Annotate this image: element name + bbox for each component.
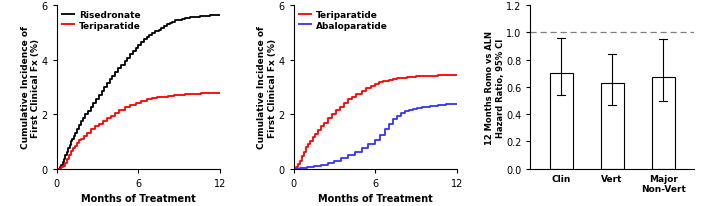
Legend: Teriparatide, Abaloparatide: Teriparatide, Abaloparatide xyxy=(298,11,388,30)
Risedronate xyxy=(216,14,224,17)
Abaloparatide xyxy=(344,157,353,160)
Abaloparatide xyxy=(452,103,461,106)
Teriparatide xyxy=(362,90,370,93)
Risedronate xyxy=(84,114,92,116)
Teriparatide xyxy=(120,107,129,109)
Teriparatide xyxy=(336,106,344,108)
Risedronate xyxy=(129,54,137,56)
Risedronate xyxy=(178,19,186,22)
X-axis label: Months of Treatment: Months of Treatment xyxy=(318,193,433,203)
Teriparatide xyxy=(302,151,310,153)
Line: Teriparatide: Teriparatide xyxy=(57,94,220,169)
Teriparatide xyxy=(207,92,216,95)
Abaloparatide xyxy=(438,104,446,107)
Abaloparatide xyxy=(393,118,401,121)
Bar xyxy=(652,78,675,169)
Risedronate xyxy=(59,161,67,163)
Teriparatide xyxy=(309,137,317,139)
Line: Teriparatide: Teriparatide xyxy=(294,76,457,169)
Line: Abaloparatide: Abaloparatide xyxy=(294,104,457,169)
Teriparatide xyxy=(433,75,442,77)
Risedronate xyxy=(213,14,222,17)
Teriparatide xyxy=(137,100,145,102)
Teriparatide xyxy=(191,93,200,96)
Risedronate xyxy=(139,39,148,41)
Risedronate xyxy=(191,16,200,19)
Y-axis label: Cumulative Incidence of
First Clinical Fx (%): Cumulative Incidence of First Clinical F… xyxy=(21,26,40,149)
Y-axis label: 12 Months Romo vs ALN
Hazard Ratio, 95% CI: 12 Months Romo vs ALN Hazard Ratio, 95% … xyxy=(485,31,505,144)
Teriparatide xyxy=(181,94,189,96)
Abaloparatide xyxy=(380,134,389,136)
Abaloparatide xyxy=(450,103,459,106)
Risedronate xyxy=(52,168,61,170)
Teriparatide xyxy=(216,92,224,95)
Legend: Risedronate, Teriparatide: Risedronate, Teriparatide xyxy=(61,11,141,30)
Teriparatide xyxy=(439,74,447,77)
Abaloparatide xyxy=(290,168,298,170)
Abaloparatide xyxy=(358,151,366,153)
X-axis label: Months of Treatment: Months of Treatment xyxy=(81,193,195,203)
Line: Risedronate: Risedronate xyxy=(57,16,220,169)
Abaloparatide xyxy=(450,103,459,106)
Bar xyxy=(549,74,573,169)
Teriparatide xyxy=(452,74,461,77)
Teriparatide xyxy=(290,168,298,170)
Bar xyxy=(600,83,624,169)
Y-axis label: Cumulative Incidence of
First Clinical Fx (%): Cumulative Incidence of First Clinical F… xyxy=(258,26,277,149)
Teriparatide xyxy=(197,92,205,95)
Teriparatide xyxy=(52,168,61,170)
Teriparatide xyxy=(164,96,173,98)
Teriparatide xyxy=(299,156,308,158)
